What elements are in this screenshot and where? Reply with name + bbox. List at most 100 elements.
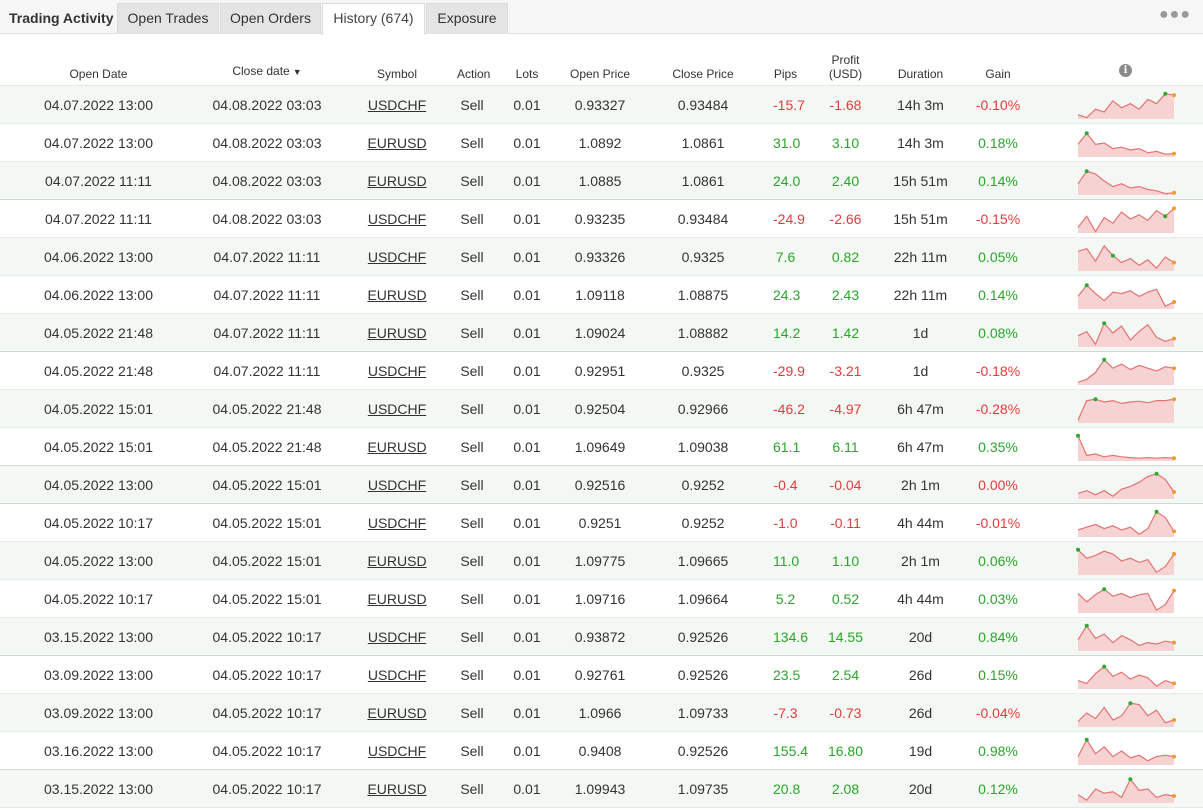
cell-gain-value: -0.15% bbox=[975, 210, 1021, 227]
cell-duration-value: 19d bbox=[908, 742, 933, 759]
symbol-link[interactable]: USDCHF bbox=[367, 400, 427, 417]
symbol-link[interactable]: EURUSD bbox=[367, 780, 427, 797]
cell-lots: 0.01 bbox=[487, 275, 567, 314]
cell-open-date: 04.05.2022 13:00 bbox=[0, 541, 197, 580]
more-dots-icon[interactable]: ●●● bbox=[1159, 6, 1191, 23]
cell-close-date: 04.05.2022 15:01 bbox=[197, 503, 337, 542]
col-lots[interactable]: Lots bbox=[487, 35, 567, 86]
symbol-link[interactable]: USDCHF bbox=[367, 362, 427, 379]
sparkline-line bbox=[1077, 702, 1174, 724]
cell-pips: 23.5 bbox=[773, 655, 800, 694]
tab-history[interactable]: History (674) bbox=[322, 3, 425, 35]
cell-action: Sell bbox=[457, 503, 487, 542]
table-row: 04.07.2022 13:00 04.08.2022 03:03 USDCHF Se… bbox=[0, 85, 1203, 124]
cell-close-price-value: 0.92966 bbox=[677, 400, 729, 417]
cell-symbol: USDCHF bbox=[337, 85, 457, 124]
sparkline-area bbox=[1077, 739, 1174, 765]
symbol-link[interactable]: EURUSD bbox=[367, 438, 427, 455]
cell-profit: 6.11 bbox=[798, 427, 893, 466]
cell-pips: 24.0 bbox=[773, 161, 801, 200]
symbol-link[interactable]: EURUSD bbox=[367, 552, 427, 569]
cell-open-price: 1.09649 bbox=[567, 427, 633, 466]
cell-open-date-value: 04.07.2022 11:11 bbox=[45, 210, 152, 227]
cell-symbol: USDCHF bbox=[337, 199, 457, 238]
table-row: 04.05.2022 10:17 04.05.2022 15:01 EURUSD Se… bbox=[0, 579, 1203, 618]
table-row: 03.16.2022 13:00 04.05.2022 10:17 USDCHF Se… bbox=[0, 731, 1203, 770]
col-close-date[interactable]: Close date ▼ bbox=[197, 35, 337, 86]
sparkline-peak-dot bbox=[1092, 396, 1097, 401]
symbol-link[interactable]: USDCHF bbox=[367, 248, 427, 265]
cell-open-price: 0.9251 bbox=[567, 503, 633, 542]
cell-close-price-value: 0.93484 bbox=[677, 96, 729, 113]
cell-pips-value: 24.0 bbox=[773, 172, 801, 189]
cell-close-price: 0.93484 bbox=[633, 85, 773, 124]
cell-open-date-value: 04.05.2022 21:48 bbox=[44, 362, 153, 379]
col-gain[interactable]: Gain bbox=[948, 35, 1048, 86]
cell-open-price: 0.93235 bbox=[567, 199, 633, 238]
cell-open-date-value: 04.05.2022 15:01 bbox=[44, 438, 153, 455]
cell-pips: -15.7 bbox=[773, 85, 805, 124]
tab-open-trades[interactable]: Open Trades bbox=[117, 3, 219, 34]
sparkline-peak-dot bbox=[1084, 130, 1089, 135]
cell-open-price-value: 1.0892 bbox=[578, 134, 622, 151]
symbol-link[interactable]: USDCHF bbox=[367, 210, 427, 227]
cell-duration-value: 2h 1m bbox=[901, 476, 940, 493]
col-action[interactable]: Action bbox=[457, 35, 490, 86]
col-symbol[interactable]: Symbol bbox=[337, 35, 457, 86]
cell-close-price-value: 0.92526 bbox=[677, 666, 729, 683]
cell-action: Sell bbox=[457, 769, 487, 808]
symbol-link[interactable]: EURUSD bbox=[367, 286, 427, 303]
sparkline-line bbox=[1077, 665, 1174, 687]
col-open-date[interactable]: Open Date bbox=[0, 35, 197, 86]
cell-pips: -24.9 bbox=[773, 199, 805, 238]
cell-open-price: 1.09024 bbox=[567, 313, 633, 352]
cell-lots-value: 0.01 bbox=[513, 96, 541, 113]
cell-duration-value: 14h 3m bbox=[897, 96, 944, 113]
cell-duration: 15h 51m bbox=[893, 161, 948, 200]
sparkline-area bbox=[1077, 511, 1174, 537]
tab-open-orders[interactable]: Open Orders bbox=[220, 3, 321, 34]
symbol-link[interactable]: EURUSD bbox=[367, 324, 427, 341]
cell-open-price-value: 1.09024 bbox=[574, 324, 626, 341]
cell-close-price: 0.92526 bbox=[633, 731, 773, 770]
cell-close-price-value: 1.09038 bbox=[677, 438, 729, 455]
cell-duration-value: 2h 1m bbox=[901, 552, 940, 569]
symbol-link[interactable]: USDCHF bbox=[367, 96, 427, 113]
col-profit-line2: (USD) bbox=[828, 67, 863, 81]
cell-duration-value: 6h 47m bbox=[897, 438, 944, 455]
sparkline-line bbox=[1077, 548, 1174, 573]
tab-exposure[interactable]: Exposure bbox=[426, 3, 508, 34]
cell-profit-value: 14.55 bbox=[827, 628, 864, 645]
symbol-link[interactable]: USDCHF bbox=[367, 514, 427, 531]
cell-close-date: 04.08.2022 03:03 bbox=[197, 85, 337, 124]
sparkline-line bbox=[1077, 244, 1174, 269]
cell-pips-value: 11.0 bbox=[773, 552, 800, 569]
symbol-link[interactable]: USDCHF bbox=[367, 628, 427, 645]
symbol-link[interactable]: EURUSD bbox=[367, 172, 427, 189]
cell-close-price: 1.08875 bbox=[633, 275, 773, 314]
info-icon[interactable]: i bbox=[1119, 64, 1132, 77]
sparkline-area bbox=[1077, 132, 1174, 157]
cell-symbol: EURUSD bbox=[337, 541, 457, 580]
col-open-price[interactable]: Open Price bbox=[567, 35, 633, 86]
symbol-link[interactable]: EURUSD bbox=[367, 704, 427, 721]
cell-duration: 14h 3m bbox=[893, 123, 948, 162]
symbol-link[interactable]: EURUSD bbox=[367, 590, 427, 607]
cell-profit: -0.04 bbox=[798, 465, 893, 504]
sparkline-end-dot bbox=[1171, 680, 1176, 685]
cell-open-date-value: 04.05.2022 21:48 bbox=[44, 324, 153, 341]
symbol-link[interactable]: USDCHF bbox=[367, 476, 427, 493]
cell-close-date: 04.07.2022 11:11 bbox=[197, 351, 337, 390]
cell-action: Sell bbox=[457, 161, 487, 200]
cell-lots: 0.01 bbox=[487, 427, 567, 466]
col-duration[interactable]: Duration bbox=[893, 35, 948, 86]
symbol-link[interactable]: USDCHF bbox=[367, 666, 427, 683]
cell-pips-value: -1.0 bbox=[773, 514, 798, 531]
cell-action-value: Sell bbox=[460, 704, 484, 721]
col-close-price[interactable]: Close Price bbox=[633, 35, 773, 86]
cell-open-price-value: 0.9408 bbox=[578, 742, 622, 759]
symbol-link[interactable]: USDCHF bbox=[367, 742, 427, 759]
col-pips[interactable]: Pips bbox=[773, 35, 798, 86]
col-profit[interactable]: Profit (USD) bbox=[798, 35, 893, 86]
symbol-link[interactable]: EURUSD bbox=[367, 134, 427, 151]
